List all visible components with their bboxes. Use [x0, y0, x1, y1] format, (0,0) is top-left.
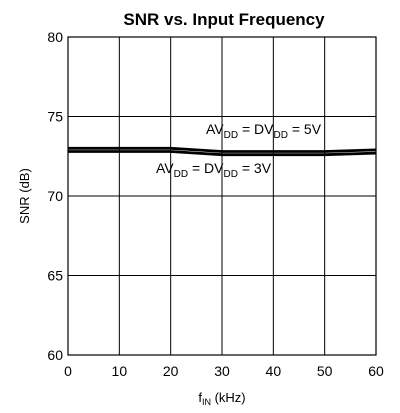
series-label-5v-eq1: = DV — [238, 121, 274, 137]
y-tick-label-3: 75 — [47, 109, 63, 125]
series-label-5v-b-sub: DD — [274, 130, 288, 141]
series-group — [68, 146, 377, 157]
grid-lines — [67, 36, 377, 356]
series-label-5v-a: AV — [206, 121, 224, 137]
x-tick-label-0: 0 — [64, 363, 72, 379]
x-axis-label-sub: IN — [202, 397, 211, 407]
x-tick-label-5: 50 — [317, 363, 333, 379]
x-axis-label-base: f — [198, 390, 202, 405]
series-label-5v-a-sub: DD — [224, 130, 238, 141]
y-tick-label-0: 60 — [47, 347, 63, 363]
y-tick-label-1: 65 — [47, 268, 63, 284]
plot-frame — [67, 36, 377, 356]
x-tick-label-4: 40 — [266, 363, 282, 379]
series-label-3v-b-sub: DD — [224, 169, 238, 180]
x-axis-label: fIN (kHz) — [198, 390, 245, 407]
series-label-3v: AVDD = DVDD = 3V — [156, 160, 272, 180]
x-tick-labels: 0 10 20 30 40 50 60 — [64, 363, 384, 379]
series-label-3v-a: AV — [156, 160, 174, 176]
series-label-3v-eq2: = 3V — [238, 160, 272, 176]
y-tick-label-2: 70 — [47, 188, 63, 204]
series-label-3v-eq1: = DV — [188, 160, 224, 176]
x-axis-label-rest: (kHz) — [211, 390, 246, 405]
x-tick-label-6: 60 — [368, 363, 384, 379]
series-line-0 — [68, 146, 377, 153]
y-tick-labels: 60 65 70 75 80 — [47, 29, 63, 363]
series-label-5v-eq2: = 5V — [288, 121, 322, 137]
series-label-5v: AVDD = DVDD = 5V — [206, 121, 322, 141]
x-tick-label-3: 30 — [214, 363, 230, 379]
chart-title: SNR vs. Input Frequency — [123, 10, 325, 29]
y-tick-label-4: 80 — [47, 29, 63, 45]
series-line-1 — [68, 150, 377, 157]
series-label-3v-a-sub: DD — [174, 169, 188, 180]
x-tick-label-1: 10 — [112, 363, 128, 379]
x-tick-label-2: 20 — [163, 363, 179, 379]
y-axis-label: SNR (dB) — [17, 168, 32, 224]
